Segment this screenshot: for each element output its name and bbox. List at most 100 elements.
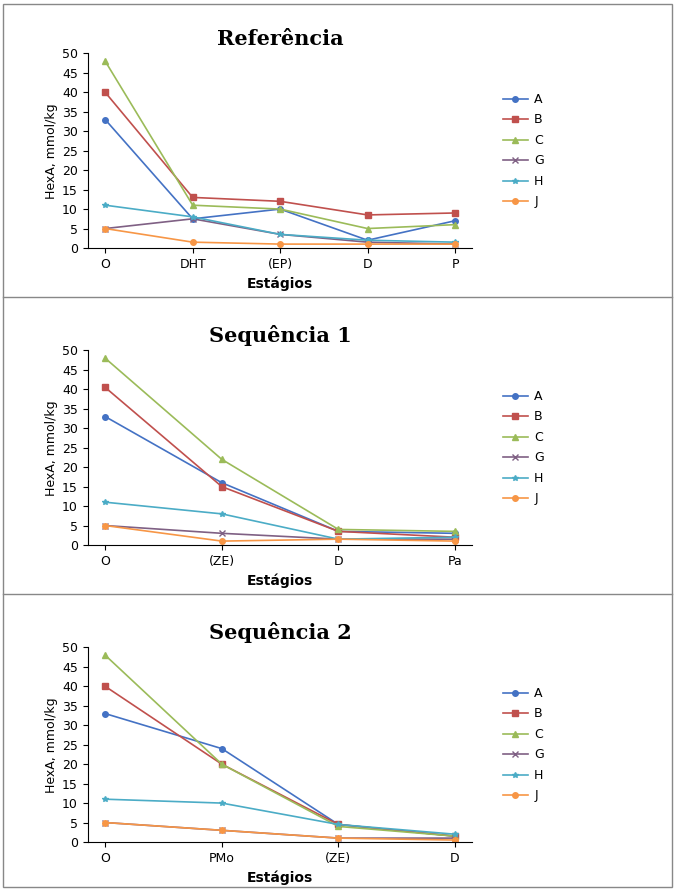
A — [364, 235, 372, 246]
H — [276, 229, 284, 240]
Line: J: J — [103, 523, 458, 544]
G — [334, 534, 342, 544]
C — [364, 223, 372, 233]
Line: G: G — [103, 216, 458, 247]
G — [364, 237, 372, 248]
Legend: A, B, C, G, H, J: A, B, C, G, H, J — [498, 88, 549, 214]
J — [101, 520, 109, 531]
Line: C: C — [103, 59, 458, 232]
Y-axis label: HexA, mmol/kg: HexA, mmol/kg — [45, 400, 58, 495]
C — [101, 353, 109, 364]
Line: J: J — [103, 225, 458, 247]
G — [451, 534, 459, 544]
J — [101, 817, 109, 828]
A — [101, 708, 109, 719]
H — [364, 235, 372, 246]
Y-axis label: HexA, mmol/kg: HexA, mmol/kg — [45, 697, 58, 792]
Line: B: B — [103, 90, 458, 217]
Line: A: A — [103, 117, 458, 243]
B — [334, 526, 342, 536]
G — [218, 528, 226, 539]
J — [218, 825, 226, 836]
J — [451, 239, 459, 249]
Title: Sequência 2: Sequência 2 — [209, 622, 352, 643]
Legend: A, B, C, G, H, J: A, B, C, G, H, J — [498, 682, 549, 807]
Legend: A, B, C, G, H, J: A, B, C, G, H, J — [498, 385, 549, 511]
Line: G: G — [103, 820, 458, 841]
A — [334, 526, 342, 536]
X-axis label: Estágios: Estágios — [247, 871, 313, 885]
C — [451, 830, 459, 841]
H — [101, 200, 109, 210]
Line: H: H — [103, 202, 458, 245]
X-axis label: Estágios: Estágios — [247, 276, 313, 290]
A — [188, 214, 196, 225]
H — [451, 532, 459, 543]
G — [101, 817, 109, 828]
H — [188, 211, 196, 222]
Line: A: A — [103, 413, 458, 536]
Line: G: G — [103, 523, 458, 542]
G — [334, 833, 342, 844]
Line: C: C — [103, 356, 458, 535]
A — [218, 478, 226, 488]
A — [276, 204, 284, 215]
G — [188, 214, 196, 225]
Line: J: J — [103, 820, 458, 843]
J — [101, 223, 109, 233]
Y-axis label: HexA, mmol/kg: HexA, mmol/kg — [45, 103, 58, 199]
A — [218, 743, 226, 754]
C — [334, 822, 342, 832]
H — [334, 819, 342, 830]
H — [101, 497, 109, 508]
C — [334, 524, 342, 535]
J — [451, 535, 459, 546]
A — [334, 819, 342, 830]
Line: B: B — [103, 385, 458, 540]
H — [218, 509, 226, 519]
Title: Referência: Referência — [217, 29, 344, 49]
Title: Sequência 1: Sequência 1 — [209, 325, 352, 346]
H — [218, 797, 226, 808]
B — [334, 819, 342, 830]
Line: H: H — [103, 797, 458, 837]
A — [101, 114, 109, 125]
B — [451, 830, 459, 841]
B — [451, 532, 459, 543]
C — [101, 650, 109, 660]
B — [101, 681, 109, 691]
G — [101, 520, 109, 531]
C — [218, 454, 226, 465]
J — [188, 237, 196, 248]
A — [451, 216, 459, 226]
X-axis label: Estágios: Estágios — [247, 573, 313, 588]
J — [364, 239, 372, 249]
Line: B: B — [103, 683, 458, 839]
C — [101, 56, 109, 67]
H — [101, 794, 109, 805]
J — [218, 535, 226, 546]
G — [276, 229, 284, 240]
C — [218, 759, 226, 770]
G — [451, 239, 459, 249]
H — [451, 237, 459, 248]
H — [334, 534, 342, 544]
H — [451, 829, 459, 839]
B — [276, 196, 284, 207]
G — [218, 825, 226, 836]
G — [101, 223, 109, 233]
J — [276, 239, 284, 249]
B — [188, 192, 196, 203]
Line: H: H — [103, 500, 458, 542]
Line: A: A — [103, 711, 458, 839]
J — [334, 534, 342, 544]
A — [451, 528, 459, 539]
B — [218, 759, 226, 770]
B — [364, 209, 372, 220]
C — [276, 204, 284, 215]
Line: C: C — [103, 652, 458, 839]
B — [101, 382, 109, 393]
B — [218, 481, 226, 492]
A — [451, 830, 459, 841]
B — [451, 208, 459, 218]
